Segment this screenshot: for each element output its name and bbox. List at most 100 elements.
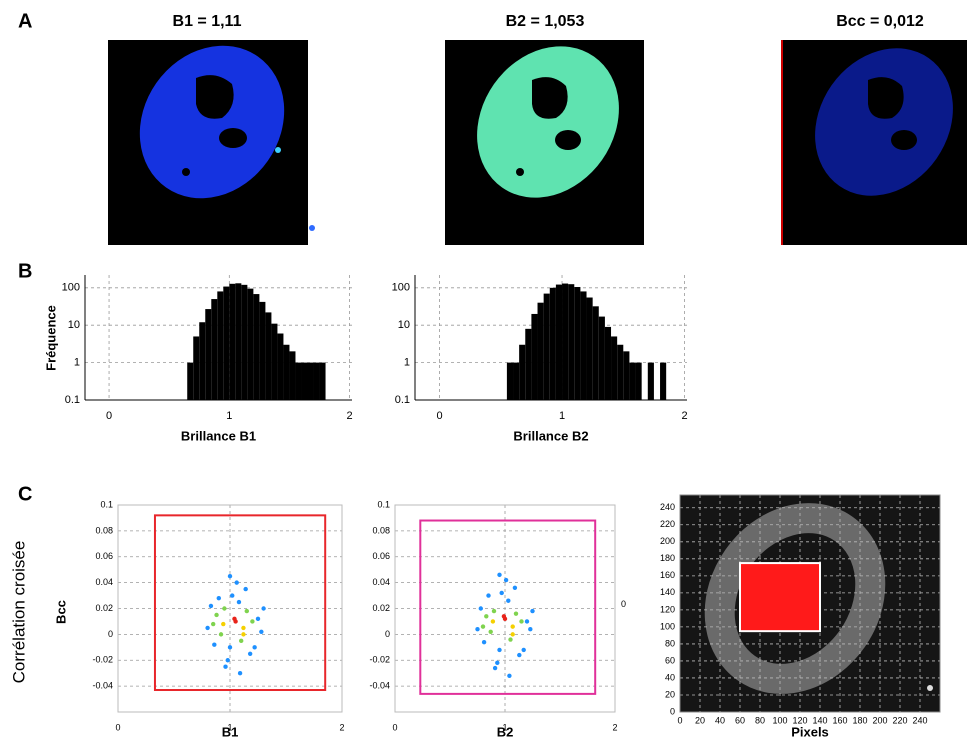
y-tick-label: 0.1 [65, 394, 80, 406]
point [227, 573, 233, 579]
bright-spot [927, 685, 933, 691]
bar [513, 362, 520, 400]
point [495, 660, 500, 666]
bar [319, 362, 326, 400]
bar [598, 316, 605, 400]
point [234, 580, 239, 585]
y-tick-label: 0.06 [95, 551, 113, 561]
y-axis-label: Bcc [53, 600, 68, 624]
y-tick-label: 120 [660, 604, 675, 614]
bar [295, 362, 302, 400]
point [227, 645, 233, 650]
point [241, 625, 246, 631]
y-tick-label: 1 [74, 357, 80, 369]
roi [419, 519, 597, 695]
bar [580, 291, 587, 400]
point [216, 595, 221, 601]
point [491, 608, 497, 614]
x-tick-label: 60 [735, 715, 745, 725]
y-tick-label: 240 [660, 502, 675, 512]
point [241, 632, 246, 637]
point [222, 606, 227, 611]
x-tick-label: 160 [832, 715, 847, 725]
y-tick-label: 160 [660, 570, 675, 580]
bar [629, 362, 636, 400]
bar [623, 351, 630, 400]
y-tick-label: 0.1 [377, 499, 390, 509]
point [214, 612, 219, 618]
point [237, 670, 243, 676]
bar [586, 297, 593, 400]
image-b2 [445, 40, 644, 245]
x-tick-label: 0 [392, 722, 397, 732]
x-tick-label: 220 [892, 715, 907, 725]
bar [519, 344, 526, 400]
y-tick-label: 0.02 [372, 603, 390, 613]
point [488, 629, 493, 634]
point [492, 665, 498, 671]
y-tick-label: 20 [665, 689, 675, 699]
y-tick-label: 0.08 [372, 525, 390, 535]
point [221, 621, 226, 627]
point [497, 572, 502, 578]
point [490, 619, 496, 624]
y-tick-label: 0.04 [372, 577, 390, 587]
bar [537, 302, 544, 400]
x-tick-label: 1 [227, 722, 232, 732]
y-tick-label: 140 [660, 587, 675, 597]
bar [592, 306, 599, 400]
x-tick-label: 200 [872, 715, 887, 725]
bar [247, 288, 254, 400]
x-tick-label: 0 [436, 410, 442, 422]
point [259, 629, 264, 634]
y-tick-label: 40 [665, 672, 675, 682]
y-tick-label: 0.08 [95, 525, 113, 535]
point [528, 627, 533, 632]
plot-frame [679, 494, 941, 713]
x-axis-label: Pixels [791, 724, 829, 739]
point [261, 606, 266, 611]
bar [271, 323, 278, 400]
bar [265, 312, 272, 400]
x-axis-label: B2 [497, 724, 514, 739]
bar [543, 293, 550, 400]
x-tick-label: 180 [852, 715, 867, 725]
point [530, 608, 535, 614]
bar [283, 344, 290, 400]
y-tick-label: 0 [385, 629, 390, 639]
point [478, 606, 483, 611]
y-tick-label: 180 [660, 553, 675, 563]
x-tick-label: 20 [695, 715, 705, 725]
bar [574, 287, 581, 400]
bar [647, 362, 654, 400]
bar [307, 362, 314, 400]
point [510, 624, 515, 629]
point [484, 614, 489, 619]
point [524, 619, 530, 624]
y-tick-label: 0 [670, 706, 675, 716]
point [232, 616, 237, 622]
bar [549, 287, 556, 400]
point [506, 598, 511, 603]
point [517, 652, 522, 658]
plot-frame [394, 504, 616, 713]
point [507, 673, 512, 678]
point [510, 632, 515, 637]
y-tick-label: 100 [62, 282, 80, 294]
point [243, 586, 248, 592]
y-tick-label: 10 [398, 319, 410, 331]
bar [193, 336, 200, 400]
bar [555, 284, 563, 400]
x-tick-label: 80 [755, 715, 765, 725]
y-tick-label: 100 [392, 282, 410, 294]
point [239, 638, 244, 644]
y-tick-label: 0.1 [395, 394, 410, 406]
point [499, 590, 504, 596]
point [521, 647, 526, 653]
point [208, 603, 214, 609]
y-tick-label: -0.04 [369, 681, 390, 691]
y-tick-label: 0.02 [95, 603, 113, 613]
x-tick-label: 1 [226, 410, 232, 422]
point [497, 647, 502, 653]
bar [506, 362, 514, 400]
